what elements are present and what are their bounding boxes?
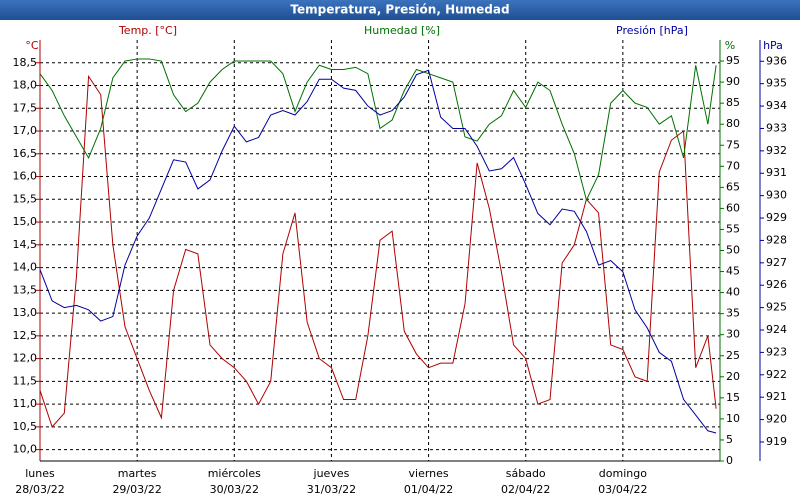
y2-axis-title: Humedad [%] bbox=[364, 24, 440, 37]
y2-tick-label: 5 bbox=[726, 433, 733, 446]
y3-tick-label: 926 bbox=[766, 278, 787, 291]
y3-tick-label: 920 bbox=[766, 413, 787, 426]
y-tick-label: 15,0 bbox=[13, 215, 38, 228]
y3-tick-label: 932 bbox=[766, 144, 787, 157]
data-line bbox=[39, 74, 717, 428]
y-tick-label: 13,5 bbox=[13, 283, 38, 296]
y2-tick-label: 25 bbox=[726, 349, 740, 362]
y3-tick-label: 925 bbox=[766, 301, 787, 314]
y2-tick-label: 80 bbox=[726, 117, 740, 130]
x-tick-label: martes bbox=[118, 467, 157, 480]
data-line bbox=[39, 69, 717, 434]
y3-axis-title: Presión [hPa] bbox=[616, 24, 688, 37]
y2-tick-label: 15 bbox=[726, 391, 740, 404]
y2-tick-label: 60 bbox=[726, 201, 740, 214]
y3-tick-label: 934 bbox=[766, 99, 787, 112]
y-tick-label: 14,0 bbox=[13, 261, 38, 274]
x-tick-label: viernes bbox=[409, 467, 449, 480]
y-tick-label: 13,0 bbox=[13, 306, 38, 319]
title-bar bbox=[0, 0, 800, 20]
y-tick-label: 12,5 bbox=[13, 329, 38, 342]
y3-tick-label: 929 bbox=[766, 211, 787, 224]
y3-tick-label: 921 bbox=[766, 390, 787, 403]
y2-unit: % bbox=[725, 39, 735, 52]
y2-tick-label: 0 bbox=[726, 454, 733, 467]
y3-tick-label: 935 bbox=[766, 77, 787, 90]
y2-tick-label: 20 bbox=[726, 370, 740, 383]
y2-tick-label: 90 bbox=[726, 75, 740, 88]
x-tick-date: 28/03/22 bbox=[15, 483, 64, 496]
x-tick-date: 03/04/22 bbox=[598, 483, 647, 496]
x-tick-label: jueves bbox=[313, 467, 350, 480]
y3-tick-label: 924 bbox=[766, 323, 787, 336]
y3-tick-label: 933 bbox=[766, 121, 787, 134]
x-tick-label: sábado bbox=[506, 467, 546, 480]
y2-tick-label: 35 bbox=[726, 307, 740, 320]
y3-tick-label: 927 bbox=[766, 256, 787, 269]
y3-tick-label: 930 bbox=[766, 189, 787, 202]
x-tick-date: 01/04/22 bbox=[404, 483, 453, 496]
y3-tick-label: 922 bbox=[766, 368, 787, 381]
x-tick-date: 31/03/22 bbox=[307, 483, 356, 496]
y-tick-label: 10,5 bbox=[13, 420, 38, 433]
y-tick-label: 12,0 bbox=[13, 352, 38, 365]
x-tick-label: lunes bbox=[25, 467, 55, 480]
y2-tick-label: 75 bbox=[726, 138, 740, 151]
y2-tick-label: 70 bbox=[726, 159, 740, 172]
x-tick-label: miércoles bbox=[208, 467, 261, 480]
y2-tick-label: 10 bbox=[726, 412, 740, 425]
y-axis-title: Temp. [°C] bbox=[118, 24, 177, 37]
x-tick-date: 02/04/22 bbox=[501, 483, 550, 496]
x-tick-date: 30/03/22 bbox=[210, 483, 259, 496]
y2-tick-label: 85 bbox=[726, 96, 740, 109]
y-tick-label: 18,5 bbox=[13, 56, 38, 69]
y-tick-label: 16,5 bbox=[13, 147, 38, 160]
y2-tick-label: 65 bbox=[726, 180, 740, 193]
y-tick-label: 10,0 bbox=[13, 443, 38, 456]
x-tick-label: domingo bbox=[599, 467, 647, 480]
y-tick-label: 15,5 bbox=[13, 192, 38, 205]
y-tick-label: 17,0 bbox=[13, 124, 38, 137]
y-tick-label: 17,5 bbox=[13, 101, 38, 114]
y-tick-label: 11,5 bbox=[13, 374, 38, 387]
y3-tick-label: 928 bbox=[766, 233, 787, 246]
y3-tick-label: 931 bbox=[766, 166, 787, 179]
y-tick-label: 16,0 bbox=[13, 170, 38, 183]
y2-tick-label: 55 bbox=[726, 222, 740, 235]
y3-tick-label: 936 bbox=[766, 54, 787, 67]
y2-tick-label: 50 bbox=[726, 244, 740, 257]
y3-tick-label: 919 bbox=[766, 435, 787, 448]
y3-tick-label: 923 bbox=[766, 345, 787, 358]
x-tick-date: 29/03/22 bbox=[112, 483, 161, 496]
y2-tick-label: 40 bbox=[726, 286, 740, 299]
y2-tick-label: 45 bbox=[726, 265, 740, 278]
y-tick-label: 14,5 bbox=[13, 238, 38, 251]
y-unit: °C bbox=[25, 39, 39, 52]
y2-tick-label: 30 bbox=[726, 328, 740, 341]
y2-tick-label: 95 bbox=[726, 54, 740, 67]
data-line bbox=[39, 58, 717, 202]
chart-title: Temperatura, Presión, Humedad bbox=[290, 3, 509, 17]
y-tick-label: 18,0 bbox=[13, 79, 38, 92]
y-tick-label: 11,0 bbox=[13, 397, 38, 410]
y3-unit: hPa bbox=[763, 39, 783, 52]
